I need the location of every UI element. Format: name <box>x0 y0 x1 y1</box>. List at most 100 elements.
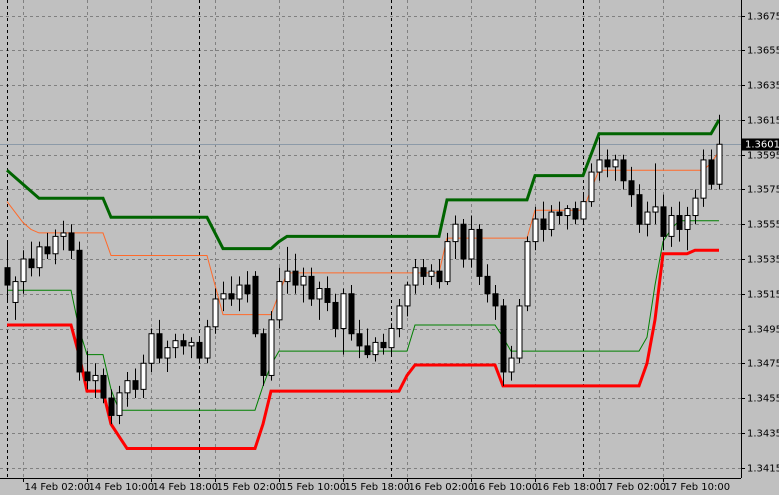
candle-body <box>340 293 347 330</box>
candle-body <box>588 171 595 203</box>
candle-body <box>20 258 27 283</box>
candle-body <box>468 228 475 260</box>
candle-body <box>36 246 43 269</box>
x-tick-label: 14 Feb 10:00 <box>89 482 155 493</box>
candle-body <box>428 270 435 277</box>
y-tick-label: 1.3555 <box>747 220 779 231</box>
candle-body <box>684 215 691 230</box>
candle-body <box>676 215 683 230</box>
y-tick-label: 1.3415 <box>747 464 779 475</box>
candle-body <box>4 267 11 286</box>
candle-body <box>292 270 299 286</box>
indicator-line <box>7 220 719 411</box>
candle-body <box>484 275 491 295</box>
candle-body <box>612 159 619 168</box>
candle-body <box>44 246 51 255</box>
candle-body <box>12 281 19 303</box>
candle-body <box>92 374 99 382</box>
candle-body <box>660 206 667 237</box>
y-tick-label: 1.3675 <box>747 12 779 23</box>
y-tick-label: 1.3515 <box>747 290 779 301</box>
y-tick-label: 1.3495 <box>747 325 779 336</box>
candle-body <box>236 284 243 300</box>
x-tick-label: 17 Feb 02:00 <box>601 482 667 493</box>
candle-body <box>316 288 323 300</box>
y-tick-label: 1.3655 <box>747 46 779 57</box>
candle-body <box>76 249 83 373</box>
candle-body <box>572 208 579 220</box>
candle-body <box>356 333 363 347</box>
candle-body <box>628 180 635 196</box>
x-tick-label: 16 Feb 18:00 <box>537 482 603 493</box>
candle-body <box>644 211 651 225</box>
candle-body <box>180 340 187 347</box>
candle-body <box>388 328 395 349</box>
y-tick-label: 1.3615 <box>747 116 779 127</box>
candle-body <box>332 301 339 330</box>
candle-body <box>164 347 171 359</box>
candle-body <box>28 258 35 269</box>
plot-area <box>0 0 741 478</box>
x-tick-label: 15 Feb 18:00 <box>345 482 411 493</box>
candle-body <box>52 235 59 255</box>
candle-body <box>516 305 523 359</box>
candle-body <box>196 341 203 359</box>
x-tick-label: 15 Feb 10:00 <box>281 482 347 493</box>
candle-body <box>548 211 555 230</box>
candle-body <box>540 218 547 230</box>
candle-body <box>476 228 483 277</box>
candle-body <box>604 159 611 168</box>
x-tick-label: 14 Feb 18:00 <box>153 482 219 493</box>
candle-body <box>420 267 427 277</box>
candle-body <box>524 241 531 307</box>
candle-body <box>372 341 379 356</box>
current-price-label: 1.3601 <box>745 140 779 151</box>
candle-body <box>188 341 195 347</box>
y-tick-label: 1.3455 <box>747 394 779 405</box>
y-tick-label: 1.3435 <box>747 429 779 440</box>
candle-body <box>116 392 123 416</box>
candle-body <box>532 218 539 243</box>
candle-body <box>668 215 675 237</box>
candle-body <box>620 159 627 182</box>
candle-body <box>508 357 515 373</box>
candle-body <box>244 284 251 295</box>
candle-body <box>700 159 707 199</box>
candle-body <box>140 362 147 390</box>
candle-body <box>260 333 267 376</box>
candle-body <box>716 143 723 185</box>
candle-body <box>460 223 467 260</box>
candle-body <box>452 223 459 243</box>
candle-body <box>300 275 307 286</box>
candle-body <box>436 270 443 283</box>
candle-body <box>148 333 155 364</box>
candle-body <box>156 333 163 359</box>
x-tick-label: 16 Feb 10:00 <box>473 482 539 493</box>
candle-body <box>252 275 259 335</box>
x-tick-label: 15 Feb 02:00 <box>217 482 283 493</box>
candle-body <box>60 232 67 237</box>
y-tick-label: 1.3595 <box>747 151 779 162</box>
candle-body <box>220 293 227 300</box>
candle-body <box>132 380 139 390</box>
indicator-line <box>6 119 721 251</box>
candle-body <box>636 194 643 225</box>
candle-body <box>580 201 587 220</box>
candle-body <box>412 267 419 286</box>
candle-body <box>268 319 275 376</box>
x-tick-label: 16 Feb 02:00 <box>409 482 475 493</box>
indicator-line <box>7 248 719 450</box>
candle-body <box>396 305 403 330</box>
candle-body <box>108 397 115 416</box>
candle-body <box>692 197 699 217</box>
candle-body <box>84 371 91 382</box>
x-tick-label: 17 Feb 10:00 <box>665 482 731 493</box>
candle-body <box>564 208 571 217</box>
candle-body <box>324 288 331 303</box>
candle-body <box>204 326 211 359</box>
candle-body <box>308 275 315 300</box>
candle-body <box>68 232 75 251</box>
candle-body <box>124 380 131 394</box>
y-tick-label: 1.3635 <box>747 81 779 92</box>
candle-body <box>556 211 563 217</box>
